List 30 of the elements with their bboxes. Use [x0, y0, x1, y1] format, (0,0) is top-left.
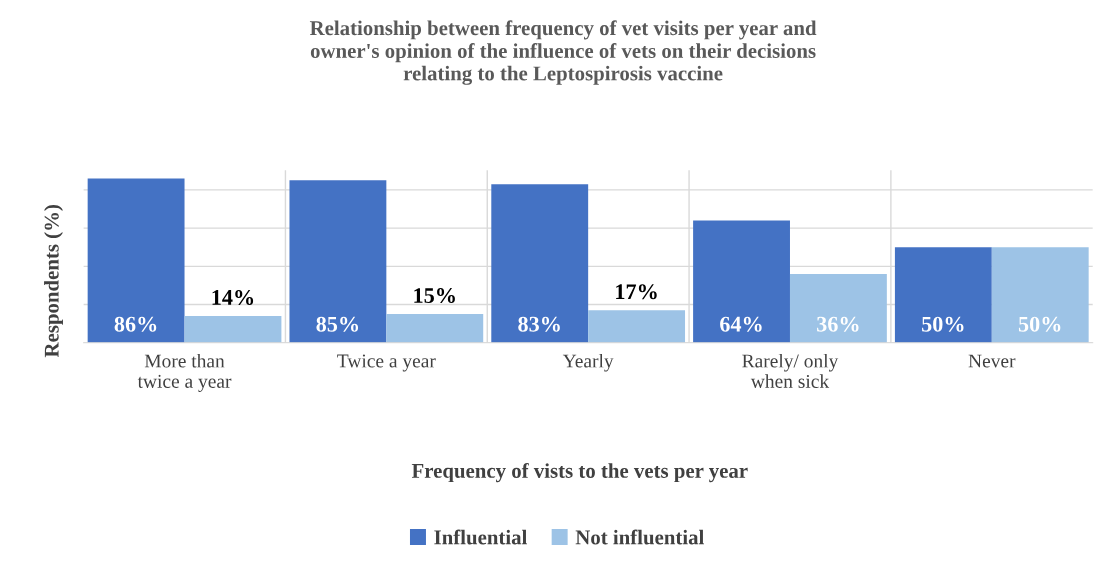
bar	[289, 180, 387, 343]
x-tick-label: Yearly	[562, 353, 614, 372]
chart-title: Relationship between frequency of vet visits per year and owner's opinion of the influence of vets on their decisions relating to the Leptospirosis vaccine	[309, 20, 817, 85]
x-tick-label: More than twice a year	[137, 353, 232, 392]
bar	[588, 310, 686, 343]
data-label: 36%	[817, 316, 859, 332]
y-axis-title: Respondents (%)	[44, 205, 63, 358]
bar	[386, 314, 484, 343]
bar	[789, 273, 887, 343]
bar	[693, 220, 790, 343]
data-label: 83%	[518, 316, 560, 332]
bar	[491, 184, 589, 343]
x-axis-title: Frequency of vists to the vets per year	[411, 463, 748, 483]
x-tick-label: Twice a year	[337, 354, 436, 372]
data-label: 14%	[212, 289, 254, 305]
bar	[184, 316, 282, 343]
bar	[991, 247, 1089, 343]
data-label: 50%	[1018, 316, 1061, 332]
legend-label: Influential	[434, 529, 528, 545]
legend-label: Not influential	[575, 529, 704, 545]
bar	[87, 178, 185, 343]
data-label: 64%	[720, 316, 762, 332]
data-label: 85%	[316, 316, 359, 332]
x-tick-label: Never	[968, 354, 1016, 368]
data-label: 86%	[114, 316, 157, 332]
data-label: 15%	[414, 288, 455, 304]
x-tick-label: Rarely/ only when sick	[742, 353, 839, 388]
data-label: 17%	[616, 284, 657, 300]
bar	[894, 247, 992, 343]
data-label: 50%	[922, 316, 964, 332]
